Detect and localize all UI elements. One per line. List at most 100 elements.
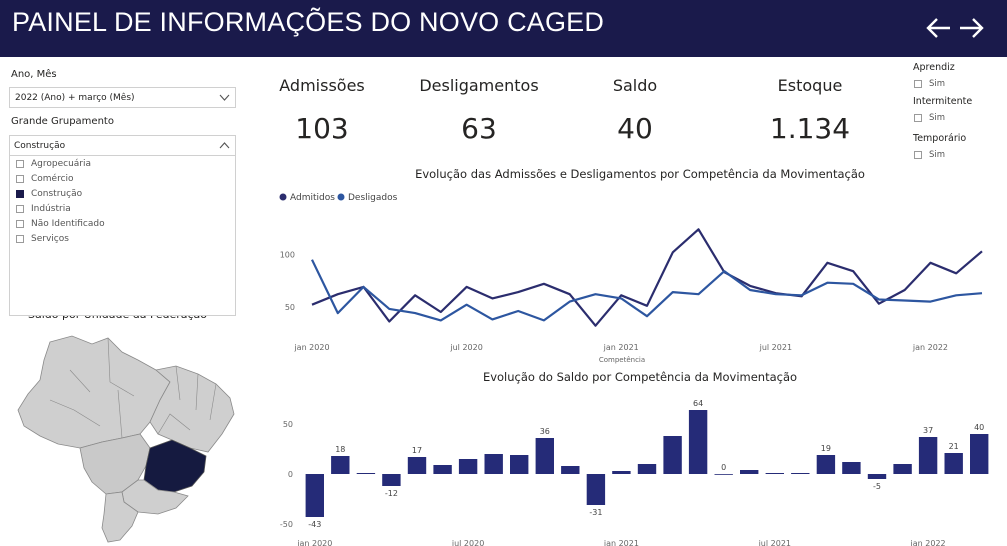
saldo-bar[interactable]: [561, 466, 580, 474]
line-chart: Admitidos Desligados 50 100 jan 2020 jul 2…: [279, 193, 983, 364]
checkbox-icon[interactable]: [16, 234, 24, 243]
saldo-bar[interactable]: [356, 473, 376, 474]
bar-data-label: -31: [589, 508, 602, 517]
map-region-northeast[interactable]: [149, 365, 235, 453]
checkbox-icon[interactable]: [914, 79, 922, 88]
chevron-down-icon: [219, 94, 230, 101]
group-item[interactable]: Serviços: [16, 234, 69, 248]
saldo-bar[interactable]: [612, 471, 631, 474]
line-x-tick: jan 2020: [293, 343, 329, 352]
line-y-tick: 100: [280, 250, 295, 259]
forward-arrow-icon[interactable]: [956, 12, 986, 44]
bar-chart: -50 0 50 -43 18 -12 17 36 -31 64 0 19 -5 37 21 40 jan …: [280, 399, 989, 546]
bar-data-label: 18: [335, 445, 345, 454]
checkbox-icon[interactable]: [16, 219, 24, 228]
group-item[interactable]: Construção: [16, 189, 82, 203]
saldo-bar[interactable]: [637, 464, 657, 474]
saldo-bar[interactable]: [586, 474, 606, 505]
line-chart-title: Evolução das Admissões e Desligamentos p…: [415, 167, 865, 181]
page-title: PAINEL DE INFORMAÇÕES DO NOVO CAGED: [12, 7, 605, 37]
bar-data-label: 21: [949, 442, 959, 451]
map-region-center-west[interactable]: [79, 433, 151, 495]
saldo-bar[interactable]: [714, 474, 733, 475]
bar-chart-title: Evolução do Saldo por Competência da Mov…: [482, 370, 798, 384]
filter-option-aprendiz[interactable]: Sim: [914, 79, 945, 89]
saldo-bar[interactable]: [740, 470, 759, 474]
bar-data-label: 36: [540, 427, 550, 436]
bar-data-label: 17: [412, 446, 422, 455]
kpi-value-saldo: 40: [617, 112, 653, 145]
saldo-bar[interactable]: [791, 473, 810, 474]
legend-desligados: Desligados: [348, 193, 398, 203]
series-line-desligados[interactable]: [311, 259, 983, 322]
saldo-bar[interactable]: [970, 434, 989, 474]
bar-x-tick: jan 2022: [910, 539, 946, 546]
checkbox-checked-icon[interactable]: [16, 189, 24, 198]
bar-x-tick: jan 2021: [603, 539, 639, 546]
saldo-bar[interactable]: [867, 474, 887, 479]
legend-admitidos-marker: [279, 193, 287, 201]
saldo-bar[interactable]: [893, 464, 912, 474]
period-label: Ano, Mês: [11, 69, 57, 80]
bar-data-label: 64: [693, 399, 703, 408]
saldo-bar[interactable]: [918, 437, 938, 474]
saldo-bar[interactable]: [535, 438, 554, 474]
bar-data-label: -12: [385, 489, 398, 498]
saldo-bar[interactable]: [688, 410, 708, 474]
period-dropdown[interactable]: 2022 (Ano) + março (Mês): [9, 87, 236, 108]
chevron-up-icon: [219, 142, 230, 149]
back-arrow-icon[interactable]: [924, 12, 954, 44]
bar-y-tick: 50: [283, 420, 293, 429]
kpi-value-desligamentos: 63: [461, 112, 497, 145]
map-region-north[interactable]: [17, 335, 171, 449]
group-dropdown[interactable]: Construção: [10, 136, 235, 156]
line-x-tick: jul 2021: [759, 343, 792, 352]
kpi-label-admissoes: Admissões: [279, 76, 365, 95]
checkbox-icon[interactable]: [16, 174, 24, 183]
bar-data-label: 19: [821, 444, 831, 453]
map-region-south[interactable]: [101, 491, 139, 543]
period-value: 2022 (Ano) + março (Mês): [15, 93, 135, 103]
saldo-bar[interactable]: [663, 436, 682, 474]
kpi-value-estoque: 1.134: [769, 112, 851, 145]
group-label: Grande Grupamento: [11, 116, 114, 127]
group-item[interactable]: Agropecuária: [16, 159, 91, 173]
line-x-axis-label: Competência: [599, 356, 645, 364]
saldo-bar[interactable]: [382, 474, 401, 486]
filter-title-temporario: Temporário: [913, 133, 967, 144]
group-item[interactable]: Indústria: [16, 204, 71, 218]
series-line-admitidos[interactable]: [311, 228, 983, 327]
legend-admitidos: Admitidos: [290, 193, 335, 203]
filter-title-intermitente: Intermitente: [913, 96, 973, 107]
saldo-bar[interactable]: [765, 473, 784, 474]
checkbox-icon[interactable]: [914, 113, 922, 122]
group-item[interactable]: Comércio: [16, 174, 74, 188]
saldo-bar[interactable]: [407, 457, 427, 474]
saldo-bar[interactable]: [842, 462, 861, 474]
saldo-bar[interactable]: [944, 453, 963, 474]
kpi-label-saldo: Saldo: [612, 76, 658, 95]
saldo-bar[interactable]: [484, 454, 503, 474]
legend-desligados-marker: [337, 193, 345, 201]
bar-data-label: -43: [308, 520, 321, 529]
saldo-bar[interactable]: [331, 456, 350, 474]
bar-data-label: 40: [974, 423, 984, 432]
filter-option-temporario[interactable]: Sim: [914, 150, 945, 160]
saldo-bar[interactable]: [458, 459, 478, 474]
checkbox-icon[interactable]: [16, 204, 24, 213]
saldo-bar[interactable]: [305, 474, 324, 517]
group-item[interactable]: Não Identificado: [16, 219, 105, 233]
bar-data-label: -5: [873, 482, 881, 491]
checkbox-icon[interactable]: [914, 150, 922, 159]
saldo-bar[interactable]: [816, 455, 836, 474]
bar-data-label: 0: [721, 463, 726, 472]
bar-data-label: 37: [923, 426, 933, 435]
line-y-tick: 50: [285, 303, 295, 312]
brazil-map: [17, 335, 235, 543]
saldo-bar[interactable]: [510, 455, 529, 474]
map-region-minas-gerais[interactable]: [143, 439, 207, 493]
group-value: Construção: [14, 141, 66, 151]
saldo-bar[interactable]: [433, 465, 452, 474]
filter-option-intermitente[interactable]: Sim: [914, 113, 945, 123]
checkbox-icon[interactable]: [16, 159, 24, 168]
